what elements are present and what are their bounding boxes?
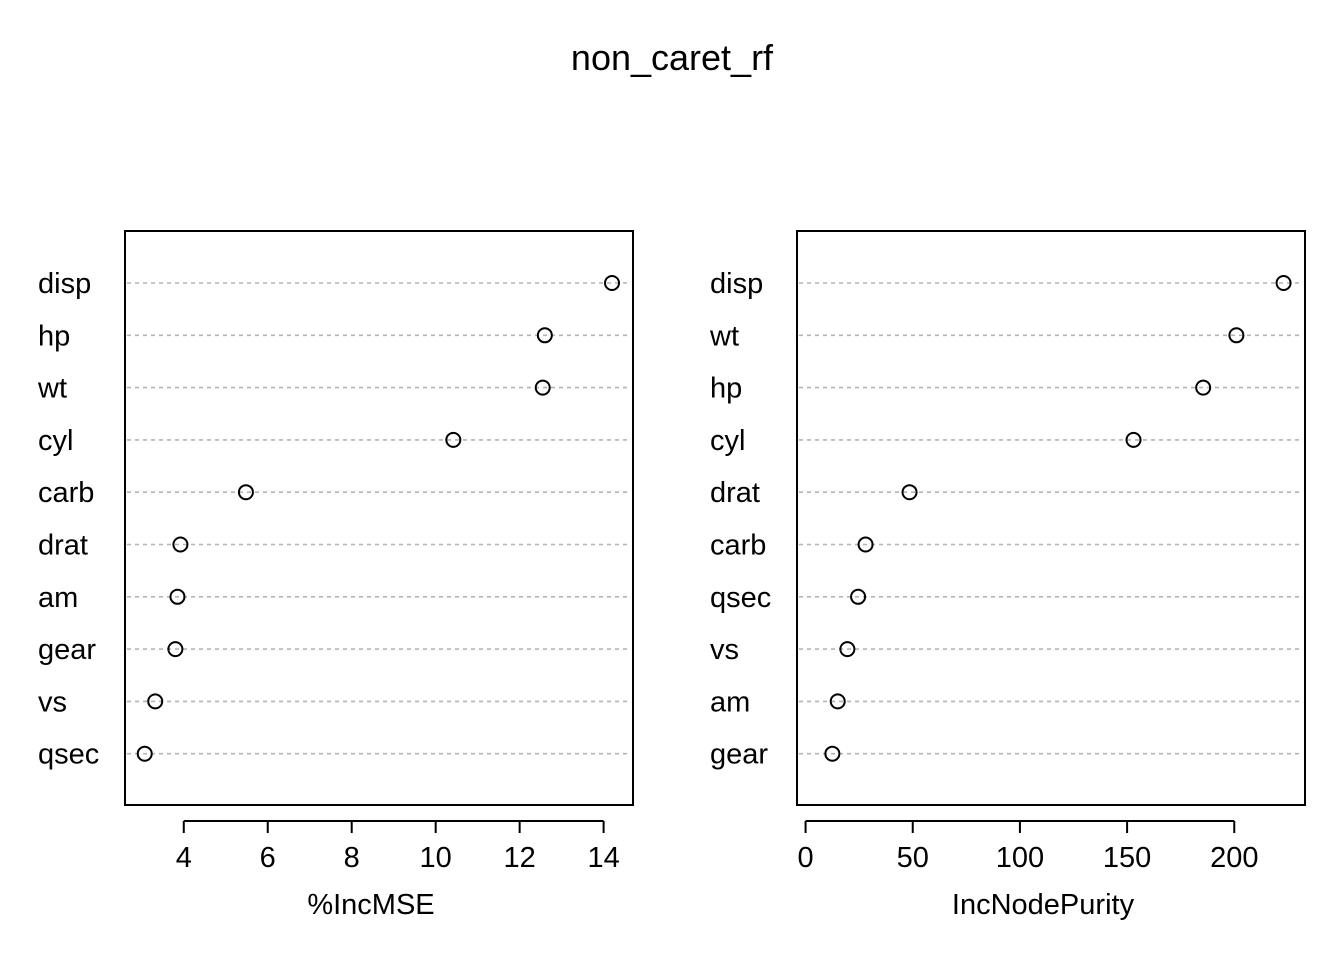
category-label-gear: gear bbox=[710, 739, 768, 771]
point-disp bbox=[604, 275, 621, 291]
point-cyl bbox=[445, 431, 462, 448]
point-vs bbox=[147, 693, 164, 710]
point-wt bbox=[534, 379, 551, 396]
category-label-disp: disp bbox=[38, 268, 91, 300]
point-hp bbox=[1195, 379, 1212, 396]
point-am bbox=[829, 693, 846, 710]
category-label-wt: wt bbox=[37, 373, 67, 405]
category-label-hp: hp bbox=[710, 373, 742, 405]
category-label-disp: disp bbox=[710, 268, 763, 300]
point-disp bbox=[1275, 275, 1292, 291]
point-vs bbox=[839, 641, 856, 658]
point-carb bbox=[237, 484, 254, 501]
x-tick-label-12: 12 bbox=[504, 842, 536, 874]
category-label-drat: drat bbox=[710, 477, 760, 509]
category-label-am: am bbox=[38, 582, 78, 614]
x-tick-label-10: 10 bbox=[420, 842, 452, 874]
category-label-vs: vs bbox=[710, 634, 739, 666]
category-label-carb: carb bbox=[710, 530, 766, 562]
category-label-qsec: qsec bbox=[38, 739, 99, 771]
x-tick-label-6: 6 bbox=[260, 842, 276, 874]
category-label-hp: hp bbox=[38, 320, 70, 352]
x-tick-label-100: 100 bbox=[996, 842, 1044, 874]
x-tick-label-8: 8 bbox=[344, 842, 360, 874]
category-label-gear: gear bbox=[38, 634, 96, 666]
plot-frame bbox=[796, 230, 1306, 806]
x-axis-label: IncNodePurity bbox=[952, 889, 1135, 921]
x-tick-label-14: 14 bbox=[587, 842, 619, 874]
x-tick-label-200: 200 bbox=[1210, 842, 1258, 874]
category-label-drat: drat bbox=[38, 530, 88, 562]
point-gear bbox=[167, 641, 184, 658]
category-label-cyl: cyl bbox=[710, 425, 745, 457]
x-tick-label-0: 0 bbox=[798, 842, 814, 874]
point-qsec bbox=[850, 588, 867, 605]
x-tick-label-4: 4 bbox=[176, 842, 192, 874]
x-tick-label-150: 150 bbox=[1103, 842, 1151, 874]
point-carb bbox=[857, 536, 874, 553]
plot-frame bbox=[124, 230, 634, 806]
point-am bbox=[169, 588, 186, 605]
x-axis-label: %IncMSE bbox=[307, 889, 434, 921]
category-label-wt: wt bbox=[709, 320, 739, 352]
point-drat bbox=[901, 484, 918, 501]
point-gear bbox=[824, 745, 841, 762]
panel-incmse: disp hp wt cyl carb drat am gear vs qsec 4 6 8 10 12 14… bbox=[37, 230, 634, 921]
point-qsec bbox=[136, 745, 153, 762]
category-label-cyl: cyl bbox=[38, 425, 73, 457]
point-hp bbox=[536, 327, 553, 344]
x-tick-label-50: 50 bbox=[897, 842, 929, 874]
panel-incnodepurity: disp wt hp cyl drat carb qsec vs am gear 0 50 100 150… bbox=[709, 230, 1306, 921]
point-cyl bbox=[1125, 431, 1142, 448]
category-label-am: am bbox=[710, 686, 750, 718]
category-label-qsec: qsec bbox=[710, 582, 771, 614]
point-drat bbox=[172, 536, 189, 553]
chart-title: non_caret_rf bbox=[571, 37, 774, 78]
category-label-carb: carb bbox=[38, 477, 94, 509]
point-wt bbox=[1228, 327, 1245, 344]
category-label-vs: vs bbox=[38, 686, 67, 718]
